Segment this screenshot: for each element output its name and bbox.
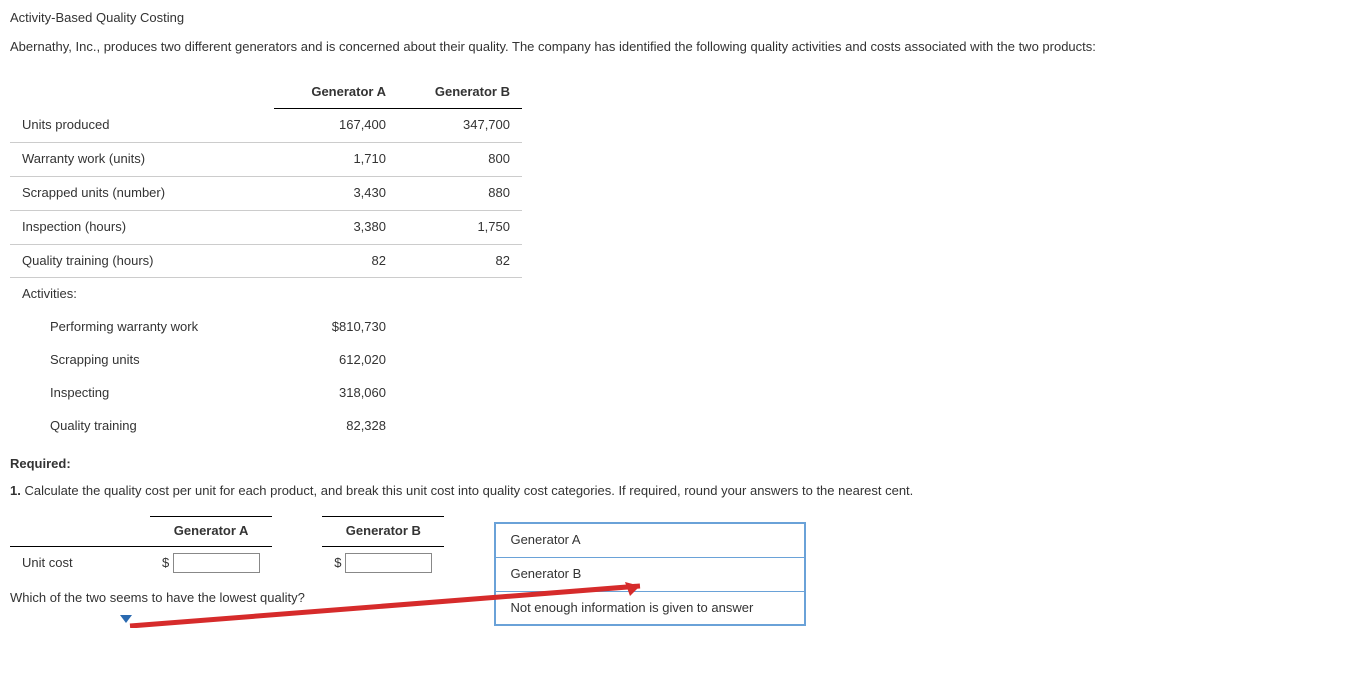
intro-text: Abernathy, Inc., produces two different … — [10, 37, 1351, 58]
dropdown-option[interactable]: Generator A — [496, 524, 804, 558]
answer-section: Generator A Generator B Unit cost $ $ Wh… — [10, 516, 444, 638]
col-header-a: Generator A — [274, 76, 398, 109]
table-row: Quality training 82,328 — [10, 410, 522, 443]
unit-cost-input-a[interactable] — [173, 553, 260, 573]
table-row: Scrapping units 612,020 — [10, 344, 522, 377]
table-row: Quality training (hours) 82 82 — [10, 244, 522, 278]
table-row: Scrapped units (number) 3,430 880 — [10, 176, 522, 210]
activities-header-row: Activities: — [10, 278, 522, 311]
unit-cost-input-b[interactable] — [345, 553, 432, 573]
page-title: Activity-Based Quality Costing — [10, 8, 1351, 29]
answer-col-a: Generator A — [150, 516, 272, 546]
table-row: Performing warranty work $810,730 — [10, 311, 522, 344]
col-header-b: Generator B — [398, 76, 522, 109]
annotation-arrow — [120, 578, 660, 628]
table-row: Inspecting 318,060 — [10, 377, 522, 410]
table-row: Inspection (hours) 3,380 1,750 — [10, 210, 522, 244]
table-row: Warranty work (units) 1,710 800 — [10, 143, 522, 177]
table-row: Units produced 167,400 347,700 — [10, 109, 522, 143]
unit-cost-label: Unit cost — [10, 546, 150, 579]
answer-col-b: Generator B — [322, 516, 444, 546]
data-table: Generator A Generator B Units produced 1… — [10, 76, 522, 443]
question-1: 1. Calculate the quality cost per unit f… — [10, 481, 1351, 502]
required-label: Required: — [10, 454, 1351, 475]
